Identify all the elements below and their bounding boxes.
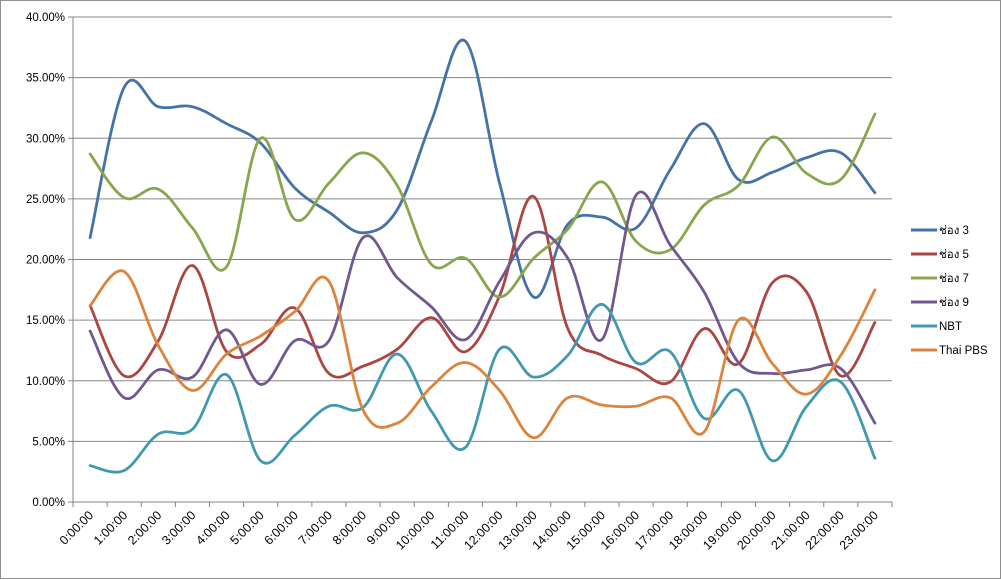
- y-tick-label: 5.00%: [32, 436, 65, 448]
- series-lines: [88, 38, 877, 474]
- x-tick-label: 5:00:00: [227, 508, 266, 547]
- y-tick-label: 25.00%: [26, 194, 65, 206]
- y-tick-label: 15.00%: [26, 315, 65, 327]
- x-tick-label: 4:00:00: [193, 508, 232, 547]
- x-tick-label: 0:00:00: [57, 508, 96, 547]
- series-line: [88, 195, 877, 385]
- y-tick-label: 35.00%: [26, 73, 65, 85]
- legend-label: ช่อง 9: [939, 297, 969, 309]
- y-tick-label: 0.00%: [32, 497, 65, 509]
- x-tick-label: 6:00:00: [262, 508, 301, 547]
- series-line: [88, 190, 877, 425]
- axes: [72, 17, 893, 507]
- x-tick-label: 7:00:00: [296, 508, 335, 547]
- legend-label: ช่อง 5: [939, 249, 969, 261]
- series-line: [88, 302, 877, 474]
- y-tick-label: 20.00%: [26, 255, 65, 267]
- series-line: [88, 112, 877, 299]
- legend-label: Thai PBS: [939, 345, 988, 357]
- y-tick-label: 40.00%: [26, 12, 65, 24]
- y-tick-label: 30.00%: [26, 133, 65, 145]
- legend-label: ช่อง 3: [939, 225, 969, 237]
- series-line: [88, 269, 877, 440]
- x-tick-label: 2:00:00: [125, 508, 164, 547]
- legend-label: NBT: [939, 321, 962, 333]
- x-tick-label: 8:00:00: [330, 508, 369, 547]
- x-tick-label: 1:00:00: [91, 508, 130, 547]
- y-axis-tick-labels: 0.00% 5.00% 10.00% 15.00% 20.00% 25.00% 30.00%…: [26, 12, 65, 509]
- legend-label: ช่อง 7: [939, 273, 969, 285]
- x-axis-tick-labels: 0:00:001:00:002:00:003:00:004:00:005:00:…: [57, 508, 881, 552]
- y-tick-label: 10.00%: [26, 376, 65, 388]
- x-tick-label: 3:00:00: [159, 508, 198, 547]
- legend: ช่อง 3 ช่อง 5 ช่อง 7 ช่อง 9 NBT Thai PBS: [911, 225, 988, 357]
- gridlines: [68, 16, 892, 503]
- series-line: [88, 38, 877, 299]
